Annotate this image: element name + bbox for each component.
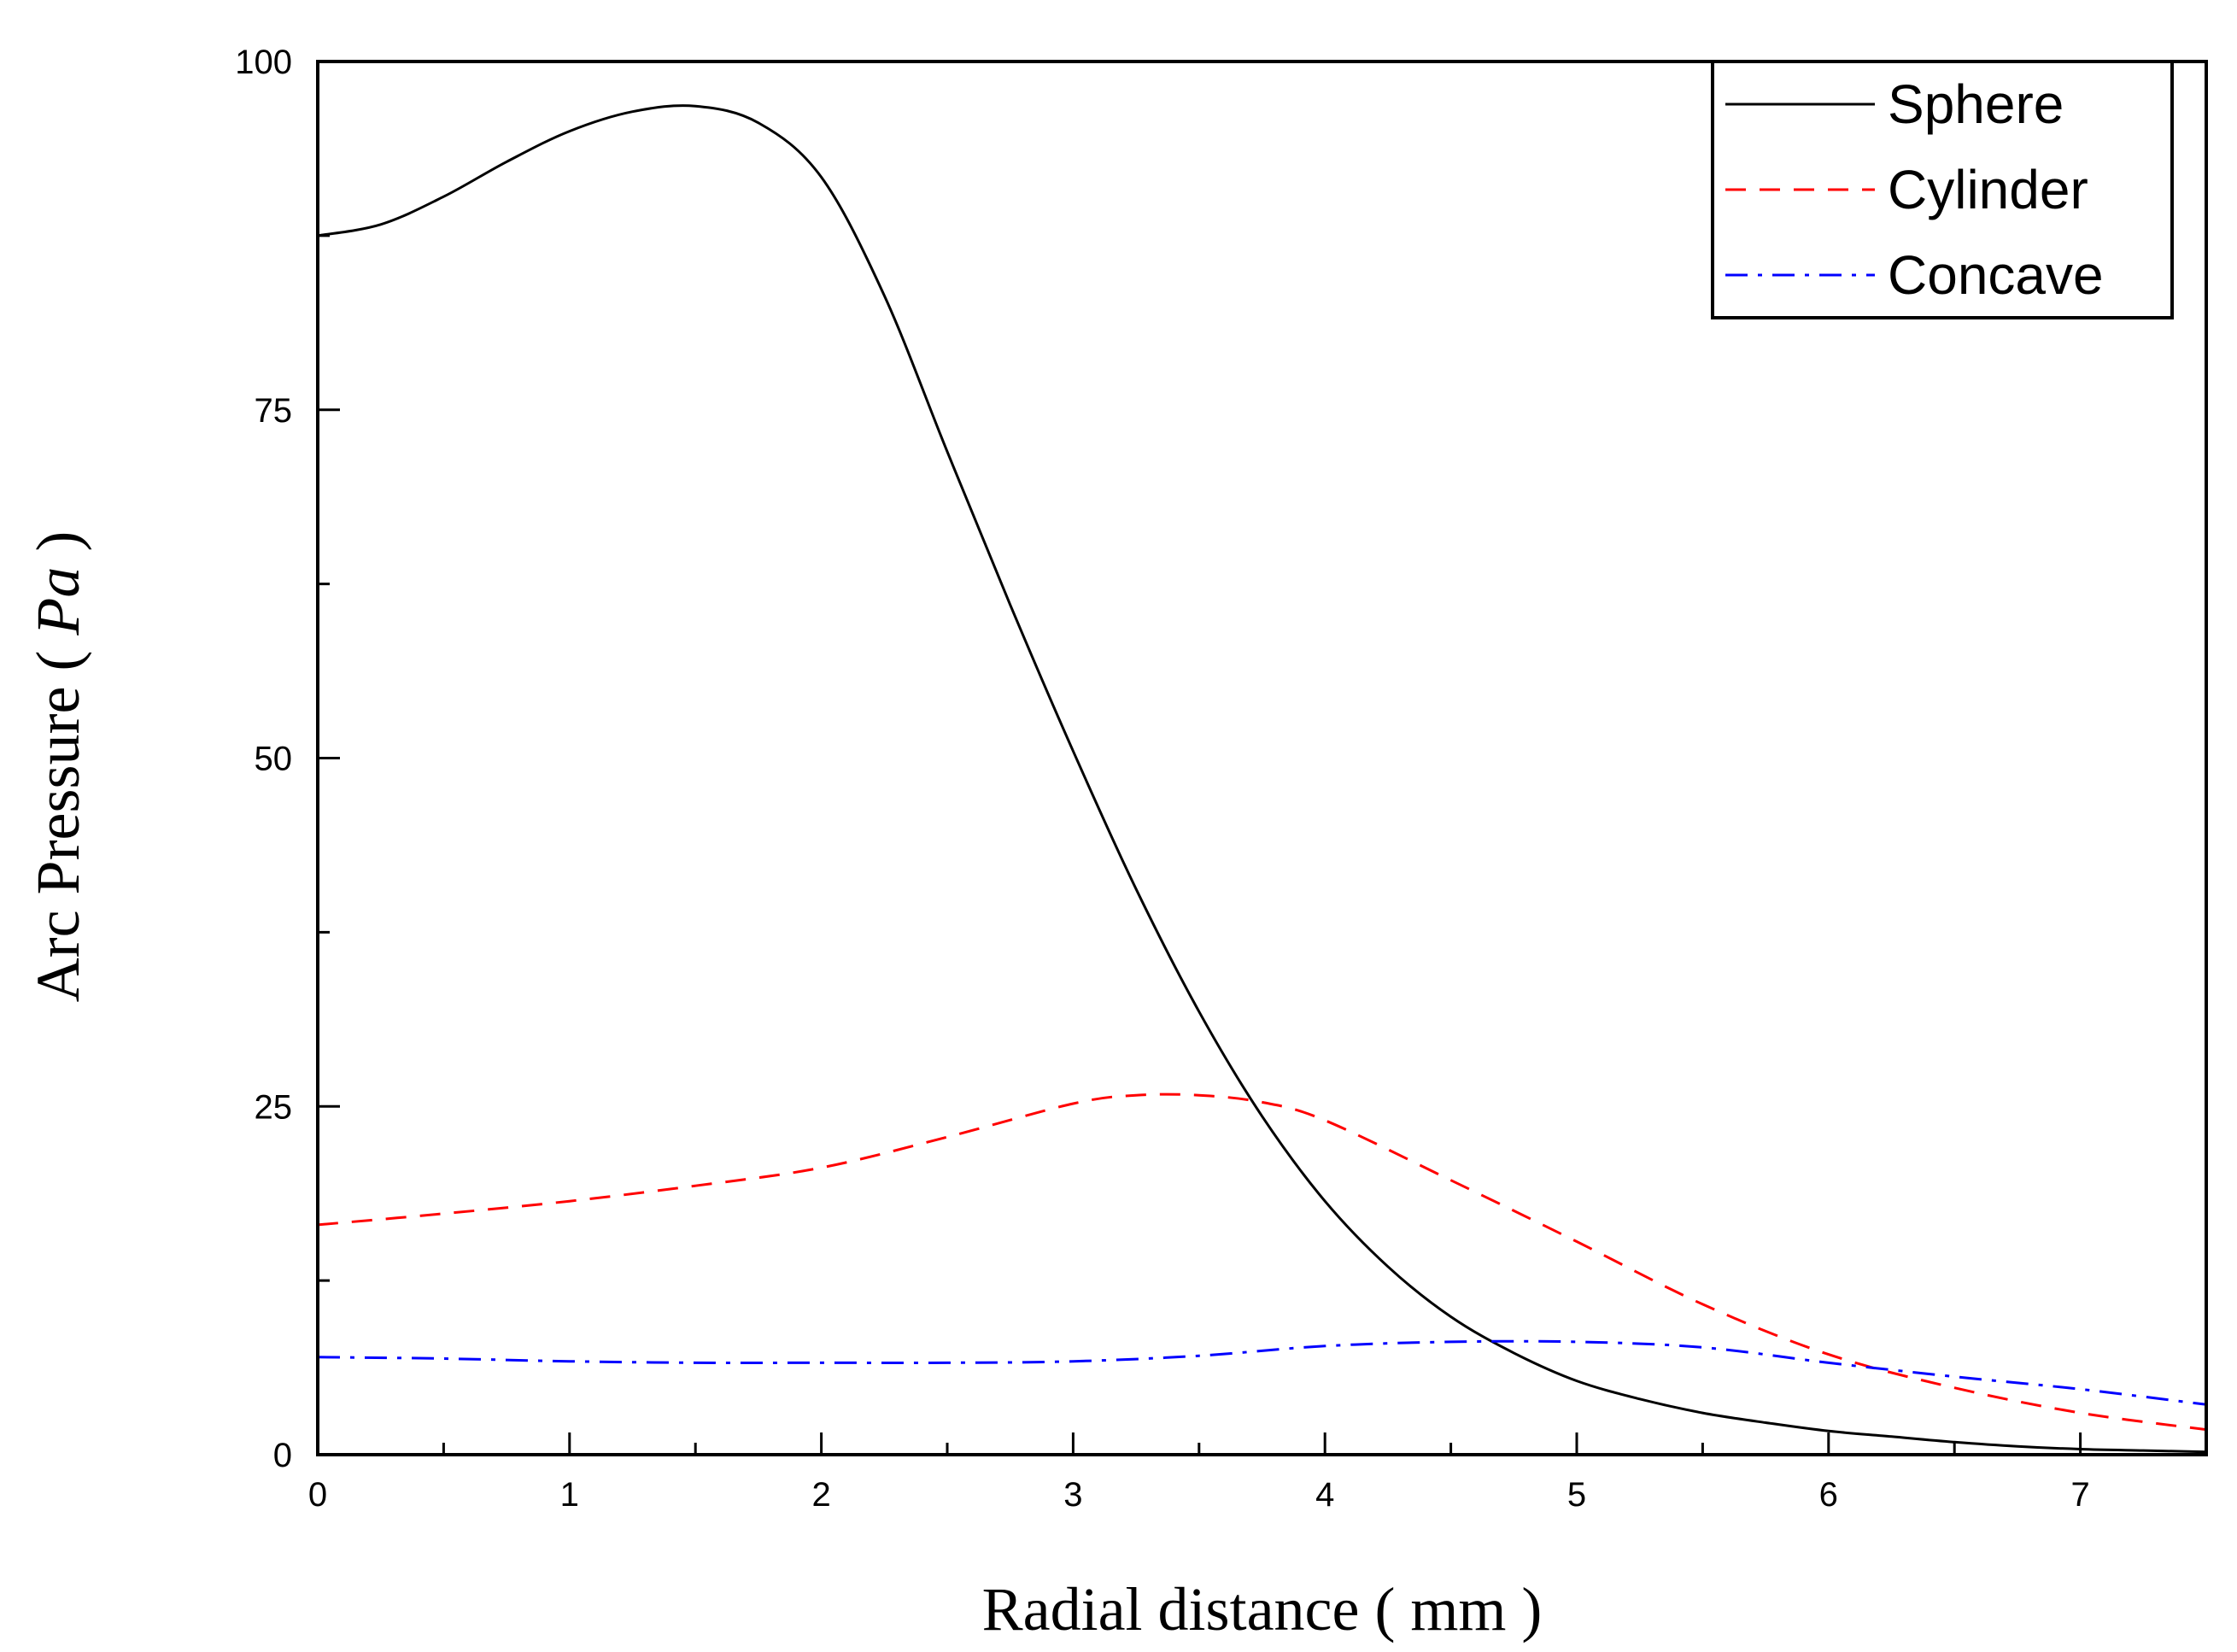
x-tick-label: 7 <box>2070 1476 2089 1514</box>
legend: Sphere Cylinder Concave <box>1711 60 2174 319</box>
y-tick-label: 100 <box>235 44 292 81</box>
legend-label-concave: Concave <box>1888 244 2104 306</box>
series-line-concave <box>317 1339 2207 1406</box>
x-tick-label: 5 <box>1567 1476 1586 1514</box>
y-tick-label: 25 <box>255 1088 293 1126</box>
y-tick-label: 0 <box>273 1437 292 1474</box>
x-tick-label: 1 <box>560 1476 579 1514</box>
x-tick-label: 2 <box>811 1476 830 1514</box>
legend-label-cylinder: Cylinder <box>1888 159 2088 220</box>
series-line-sphere <box>317 104 2207 1454</box>
legend-label-sphere: Sphere <box>1888 73 2064 135</box>
x-axis-title: Radial distance ( mm ) <box>982 1575 1543 1643</box>
x-tick-label: 0 <box>308 1476 327 1514</box>
y-axis-title-prefix: Arc Pressure ( <box>24 636 92 1003</box>
x-tick-label: 4 <box>1315 1476 1334 1514</box>
tick-layer: 0 1 2 3 4 5 6 7 0 25 50 75 100 <box>235 44 2089 1514</box>
y-tick-label: 75 <box>255 392 293 430</box>
series-layer <box>317 104 2207 1454</box>
x-tick-label: 6 <box>1819 1476 1838 1514</box>
y-tick-label: 50 <box>255 741 293 778</box>
y-axis-title-unit: Pa <box>24 567 92 636</box>
y-axis-title: Arc Pressure ( Pa ) <box>24 531 92 1003</box>
x-tick-label: 3 <box>1063 1476 1082 1514</box>
y-axis-title-suffix: ) <box>24 531 92 567</box>
